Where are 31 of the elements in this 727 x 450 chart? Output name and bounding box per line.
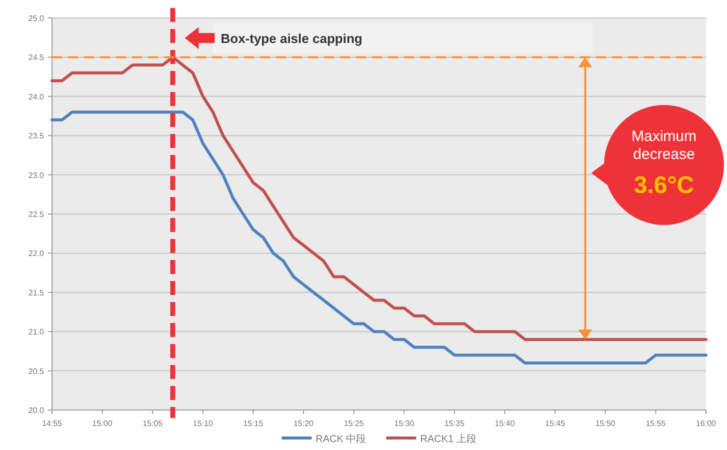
y-tick-label: 22.0 <box>28 249 45 258</box>
x-tick-label: 15:05 <box>142 419 164 428</box>
line-series <box>50 56 708 341</box>
x-tick-label: 15:40 <box>494 419 516 428</box>
y-tick-label: 20.5 <box>28 366 45 376</box>
y-tick-label: 23.0 <box>28 170 45 180</box>
annotation: Box-type aisle capping <box>220 31 362 46</box>
legend-label: RACK1 上段 <box>420 433 476 445</box>
x-tick-label: 15:45 <box>545 419 566 428</box>
x-tick-label: 15:55 <box>646 419 666 428</box>
line-series <box>50 110 708 364</box>
y-tick-label: 24.5 <box>28 53 45 62</box>
x-tick-label: 15:20 <box>293 419 314 428</box>
legend-label: RACK 中段 <box>316 433 366 445</box>
y-tick-label: 25.0 <box>28 14 45 23</box>
y-tick-label: 22.5 <box>28 210 45 219</box>
y-tick-label: 20.0 <box>28 406 45 415</box>
x-tick-label: 15:25 <box>344 419 364 428</box>
annotation: Maximum decrease 3.6°C <box>631 128 697 199</box>
x-tick-label: 14:55 <box>42 419 63 428</box>
x-tick-label: 15:30 <box>394 419 415 428</box>
x-tick-label: 15:50 <box>595 419 616 428</box>
x-tick-label: 15:15 <box>243 419 264 428</box>
x-tick-label: 15:35 <box>444 419 465 428</box>
x-tick-label: 16:00 <box>696 419 717 428</box>
x-tick-label: 15:00 <box>92 419 113 428</box>
y-tick-label: 21.5 <box>28 288 45 298</box>
y-tick-label: 23.5 <box>28 132 45 141</box>
y-tick-label: 24.0 <box>28 92 45 102</box>
y-tick-label: 21.0 <box>28 328 45 337</box>
x-tick-label: 15:10 <box>192 419 214 428</box>
